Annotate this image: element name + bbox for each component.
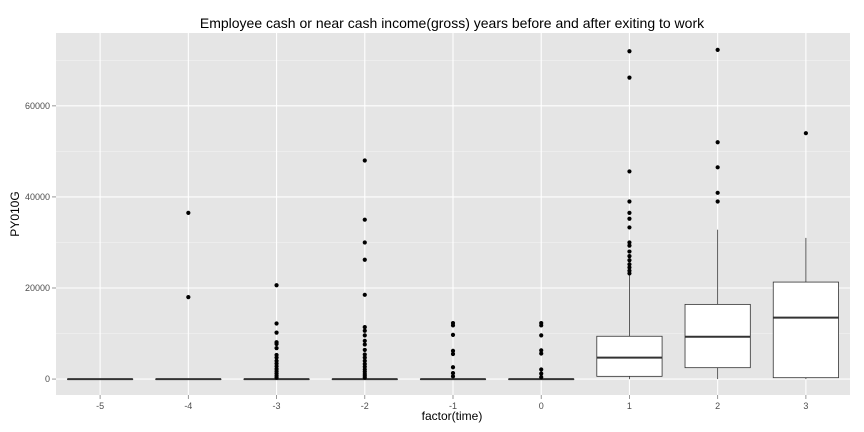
outlier-point [274, 352, 279, 358]
outlier-point [539, 351, 544, 356]
outlier-point [539, 348, 544, 353]
outlier-point [627, 225, 632, 230]
outlier-point [450, 332, 456, 337]
box-2 [684, 47, 751, 380]
outlier-point [627, 258, 632, 263]
outlier-point [274, 340, 279, 345]
outlier-point [715, 199, 720, 204]
outlier-point [362, 292, 367, 297]
outlier-point [627, 210, 632, 215]
iqr-box [772, 281, 839, 379]
box--4 [155, 210, 222, 381]
chart-title: Employee cash or near cash income(gross)… [200, 15, 705, 31]
box--5 [67, 378, 134, 381]
x-tick-label: -1 [449, 401, 457, 411]
box--2 [331, 158, 398, 381]
x-tick-label: 1 [627, 401, 632, 411]
outlier-point [539, 367, 544, 372]
x-axis-title: factor(time) [422, 409, 483, 423]
outlier-point [274, 330, 279, 335]
outlier-point [362, 342, 367, 347]
x-tick-label: 2 [715, 401, 720, 411]
outlier-point [450, 348, 456, 353]
outlier-point [715, 165, 720, 170]
axis-layer: 0 20000 40000 60000 -5 -4 -3 -2 -1 0 1 2 3 [25, 101, 808, 411]
outlier-point [362, 158, 367, 163]
outlier-point [539, 333, 544, 338]
y-tick-label: 0 [45, 374, 50, 384]
y-tick-label: 40000 [25, 192, 50, 202]
outlier-point [362, 328, 367, 333]
outlier-point [362, 240, 367, 245]
outlier-point [627, 75, 632, 80]
outlier-point [627, 243, 632, 248]
outlier-point [539, 371, 544, 376]
x-tick-label: -4 [184, 401, 192, 411]
outlier-point [274, 358, 279, 363]
outlier-point [715, 140, 720, 145]
outlier-point [186, 210, 191, 215]
outlier-point [362, 325, 367, 330]
outlier-point [362, 347, 367, 353]
outlier-point [539, 320, 544, 326]
outlier-point [715, 190, 720, 195]
outlier-point [274, 321, 279, 326]
box-3 [772, 131, 839, 380]
iqr-box [596, 335, 663, 377]
outlier-point [627, 265, 632, 270]
outlier-point [362, 352, 367, 357]
outlier-point [627, 169, 632, 174]
x-tick-label: -2 [361, 401, 369, 411]
x-tick-label: -3 [273, 401, 281, 411]
box-1 [596, 49, 663, 380]
y-tick-label: 60000 [25, 101, 50, 111]
outlier-point [362, 338, 367, 343]
outlier-point [450, 320, 456, 326]
outlier-point [274, 283, 279, 288]
outlier-point [627, 254, 632, 259]
outlier-point [450, 371, 456, 376]
outlier-point [627, 216, 632, 221]
outlier-point [450, 374, 456, 379]
outlier-point [627, 240, 632, 245]
box-0 [508, 320, 575, 381]
y-axis-title: PY010G [8, 191, 22, 236]
outlier-point [362, 333, 367, 338]
box--1 [419, 320, 487, 381]
outlier-point [362, 217, 367, 222]
outlier-point [450, 351, 456, 357]
outlier-point [715, 47, 720, 52]
outlier-point [627, 249, 632, 254]
x-tick-label: 3 [803, 401, 808, 411]
outlier-point [362, 358, 367, 363]
outlier-point [627, 49, 632, 54]
outlier-point [627, 199, 632, 204]
box--3 [243, 283, 310, 381]
outlier-point [362, 355, 367, 360]
outlier-point [274, 345, 279, 351]
outlier-point [362, 361, 367, 367]
box-layer [67, 47, 839, 381]
outlier-point [362, 257, 367, 262]
outlier-point [539, 375, 544, 380]
outlier-point [627, 268, 632, 273]
outlier-point [450, 365, 456, 370]
outlier-point [186, 295, 191, 300]
x-tick-label: -5 [96, 401, 104, 411]
y-tick-label: 20000 [25, 283, 50, 293]
x-tick-label: 0 [539, 401, 544, 411]
outlier-point [627, 262, 632, 267]
outlier-point [803, 131, 808, 136]
